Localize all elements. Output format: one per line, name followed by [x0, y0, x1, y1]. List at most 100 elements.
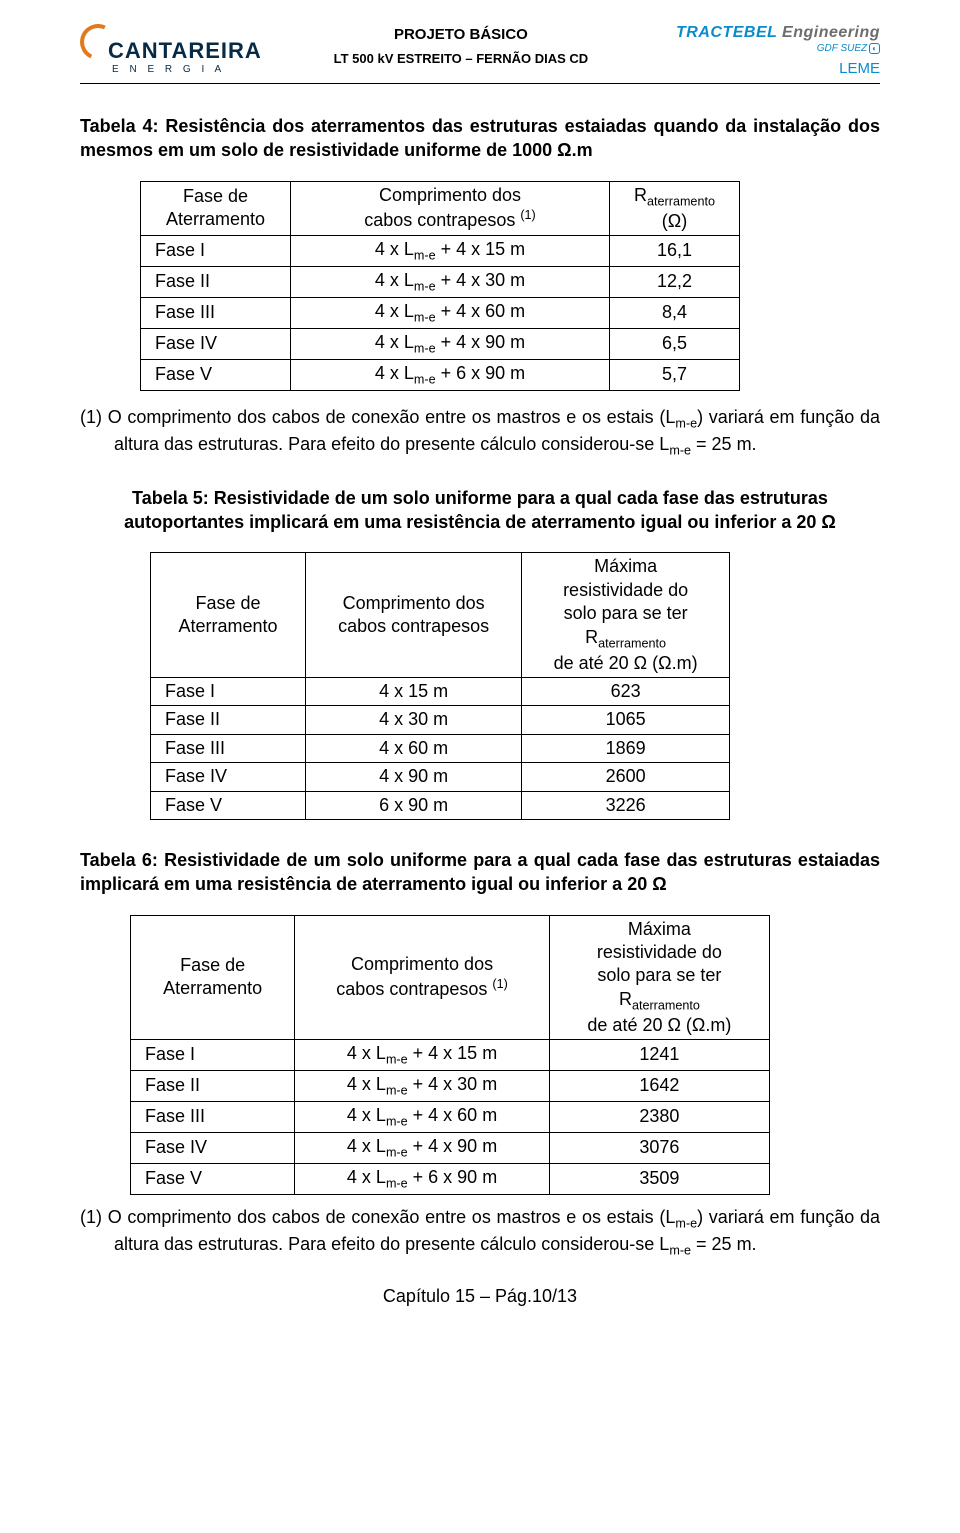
t6-h-c1-l1: Fase de [180, 955, 245, 975]
t5-r1-c3: 1065 [522, 706, 730, 734]
t6-h-c3-l1: Máxima [628, 919, 691, 939]
table5: Fase de Aterramento Comprimento dos cabo… [150, 552, 730, 819]
table-row: Fase III4 x Lm-e + 4 x 60 m8,4 [141, 297, 740, 328]
table-row: Fase III4 x Lm-e + 4 x 60 m2380 [131, 1101, 770, 1132]
table4: Fase de Aterramento Comprimento dos cabo… [140, 181, 740, 391]
t4-r4-c3: 5,7 [610, 359, 740, 390]
t5-r1-c1: Fase II [151, 706, 306, 734]
table-row: Fase II4 x Lm-e + 4 x 30 m1642 [131, 1071, 770, 1102]
table-row: Fase IV4 x Lm-e + 4 x 90 m6,5 [141, 328, 740, 359]
t6-r2-c3: 2380 [549, 1101, 769, 1132]
table-row: Fase II4 x 30 m1065 [151, 706, 730, 734]
page-number: Capítulo 15 – Pág.10/13 [80, 1286, 880, 1307]
t4-h-c2-sup: (1) [520, 208, 535, 222]
table6-caption: Tabela 6: Resistividade de um solo unifo… [80, 848, 880, 897]
t5-h-c1-l1: Fase de [196, 593, 261, 613]
t4-r1-c2: 4 x Lm-e + 4 x 30 m [291, 266, 610, 297]
t5-h-c3-l2: resistividade do [563, 580, 688, 600]
t6-r2-c1: Fase III [131, 1101, 295, 1132]
t4-h-c3-l2: (Ω) [662, 211, 687, 231]
table4-header-row: Fase de Aterramento Comprimento dos cabo… [141, 181, 740, 235]
table-row: Fase III4 x 60 m1869 [151, 734, 730, 762]
table5-caption: Tabela 5: Resistividade de um solo unifo… [80, 486, 880, 535]
table6-footnote: (1) O comprimento dos cabos de conexão e… [80, 1205, 880, 1260]
t6-r3-c2: 4 x Lm-e + 4 x 90 m [295, 1132, 549, 1163]
table5-head-c1: Fase de Aterramento [151, 553, 306, 678]
t6-r0-c3: 1241 [549, 1040, 769, 1071]
cantareira-sub: E N E R G I A [112, 64, 225, 75]
table4-caption: Tabela 4: Resistência dos aterramentos d… [80, 114, 880, 163]
table6-head-c2: Comprimento dos cabos contrapesos (1) [295, 915, 549, 1040]
t4-h-c2-l2: cabos contrapesos [364, 210, 520, 230]
table4-footnote: (1) O comprimento dos cabos de conexão e… [80, 405, 880, 460]
t6-h-c2-sup: (1) [492, 977, 507, 991]
gdf-text: GDF SUEZ [817, 43, 867, 54]
table-row: Fase V4 x Lm-e + 6 x 90 m3509 [131, 1163, 770, 1194]
t4-h-c3-sub: aterramento [647, 194, 715, 208]
gdf-swirl-icon: ◐ [869, 43, 880, 54]
t6-r0-c2: 4 x Lm-e + 4 x 15 m [295, 1040, 549, 1071]
t5-h-c3-l3: solo para se ter [564, 603, 688, 623]
table5-head-c2: Comprimento dos cabos contrapesos [306, 553, 522, 678]
t5-h-c1-l2: Aterramento [179, 616, 278, 636]
header-title-1: PROJETO BÁSICO [262, 26, 660, 43]
header-title-2: LT 500 kV ESTREITO – FERNÃO DIAS CD [262, 51, 660, 66]
table-row: Fase I4 x 15 m623 [151, 678, 730, 706]
t5-r0-c2: 4 x 15 m [306, 678, 522, 706]
t4-r1-c3: 12,2 [610, 266, 740, 297]
header-center: PROJETO BÁSICO LT 500 kV ESTREITO – FERN… [262, 24, 660, 66]
t6-h-c3-r: R [619, 989, 632, 1009]
t6-r4-c3: 3509 [549, 1163, 769, 1194]
table-row: Fase II4 x Lm-e + 4 x 30 m12,2 [141, 266, 740, 297]
t5-r2-c1: Fase III [151, 734, 306, 762]
page: CANTAREIRA E N E R G I A PROJETO BÁSICO … [0, 0, 960, 1337]
t6-h-c3-l2: resistividade do [597, 942, 722, 962]
t6-h-c3-sub: aterramento [632, 998, 700, 1012]
t5-r4-c1: Fase V [151, 791, 306, 819]
page-header: CANTAREIRA E N E R G I A PROJETO BÁSICO … [80, 24, 880, 84]
t4-note-lead: (1) [80, 407, 108, 427]
table-row: Fase I4 x Lm-e + 4 x 15 m16,1 [141, 235, 740, 266]
t6-r3-c1: Fase IV [131, 1132, 295, 1163]
t5-r3-c2: 4 x 90 m [306, 763, 522, 791]
t5-r3-c1: Fase IV [151, 763, 306, 791]
table5-header-row: Fase de Aterramento Comprimento dos cabo… [151, 553, 730, 678]
table6-head-c1: Fase de Aterramento [131, 915, 295, 1040]
t4-r4-c2: 4 x Lm-e + 6 x 90 m [291, 359, 610, 390]
t5-h-c2-l1: Comprimento dos [343, 593, 485, 613]
t4-r4-c1: Fase V [141, 359, 291, 390]
t4-note-a: O comprimento dos cabos de conexão entre… [108, 407, 676, 427]
t6-h-c3-l3: solo para se ter [597, 965, 721, 985]
t4-r3-c2: 4 x Lm-e + 4 x 90 m [291, 328, 610, 359]
t5-r4-c3: 3226 [522, 791, 730, 819]
t4-r2-c1: Fase III [141, 297, 291, 328]
t4-note-sub1: m-e [675, 416, 697, 430]
t6-note-c: = 25 m. [691, 1234, 757, 1254]
table4-head-c3: Raterramento (Ω) [610, 181, 740, 235]
t4-h-c2-l1: Comprimento dos [379, 185, 521, 205]
t5-h-c3-r: R [585, 627, 598, 647]
tractebel-part1: TRACTEBEL [676, 24, 777, 41]
t6-note-a: O comprimento dos cabos de conexão entre… [108, 1207, 676, 1227]
t4-r1-c1: Fase II [141, 266, 291, 297]
t5-r0-c3: 623 [522, 678, 730, 706]
tractebel-logo: TRACTEBEL Engineering [660, 24, 880, 42]
gdf-logo: GDF SUEZ◐ [660, 43, 880, 54]
t6-h-c2-l1: Comprimento dos [351, 954, 493, 974]
cantareira-name: CANTAREIRA [108, 38, 262, 64]
table-row: Fase IV4 x Lm-e + 4 x 90 m3076 [131, 1132, 770, 1163]
t5-h-c2-l2: cabos contrapesos [338, 616, 489, 636]
t6-r1-c1: Fase II [131, 1071, 295, 1102]
t6-r4-c1: Fase V [131, 1163, 295, 1194]
t5-h-c3-sub: aterramento [598, 636, 666, 650]
t4-r2-c2: 4 x Lm-e + 4 x 60 m [291, 297, 610, 328]
t6-r1-c3: 1642 [549, 1071, 769, 1102]
table6-head-c3: Máxima resistividade do solo para se ter… [549, 915, 769, 1040]
t5-r4-c2: 6 x 90 m [306, 791, 522, 819]
t6-r1-c2: 4 x Lm-e + 4 x 30 m [295, 1071, 549, 1102]
table6: Fase de Aterramento Comprimento dos cabo… [130, 915, 770, 1195]
t6-h-c3-l5: de até 20 Ω (Ω.m) [587, 1015, 731, 1035]
t4-r0-c3: 16,1 [610, 235, 740, 266]
t4-h-c1-l1: Fase de [183, 186, 248, 206]
t4-r0-c2: 4 x Lm-e + 4 x 15 m [291, 235, 610, 266]
